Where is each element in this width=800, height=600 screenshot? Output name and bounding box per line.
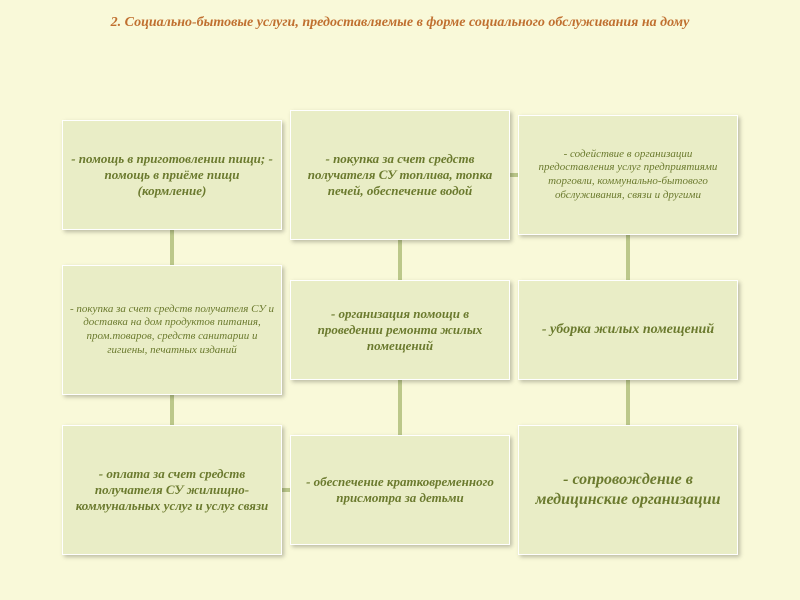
flow-box-r1c2: - покупка за счет средств получателя СУ … — [290, 110, 510, 240]
flow-box-r3c3: - сопровождение в медицинские организаци… — [518, 425, 738, 555]
flow-box-r2c1: - покупка за счет средств получателя СУ … — [62, 265, 282, 395]
flow-box-r3c2: - обеспечение кратковременного присмотра… — [290, 435, 510, 545]
flow-box-r2c2: - организация помощи в проведении ремонт… — [290, 280, 510, 380]
flow-box-r3c1: - оплата за счет средств получателя СУ ж… — [62, 425, 282, 555]
flow-box-r2c3: - уборка жилых помещений — [518, 280, 738, 380]
flow-box-r1c3: - содействие в организации предоставлени… — [518, 115, 738, 235]
flow-box-r1c1: - помощь в приготовлении пищи; - помощь … — [62, 120, 282, 230]
diagram-title: 2. Социально-бытовые услуги, предоставля… — [40, 14, 760, 33]
